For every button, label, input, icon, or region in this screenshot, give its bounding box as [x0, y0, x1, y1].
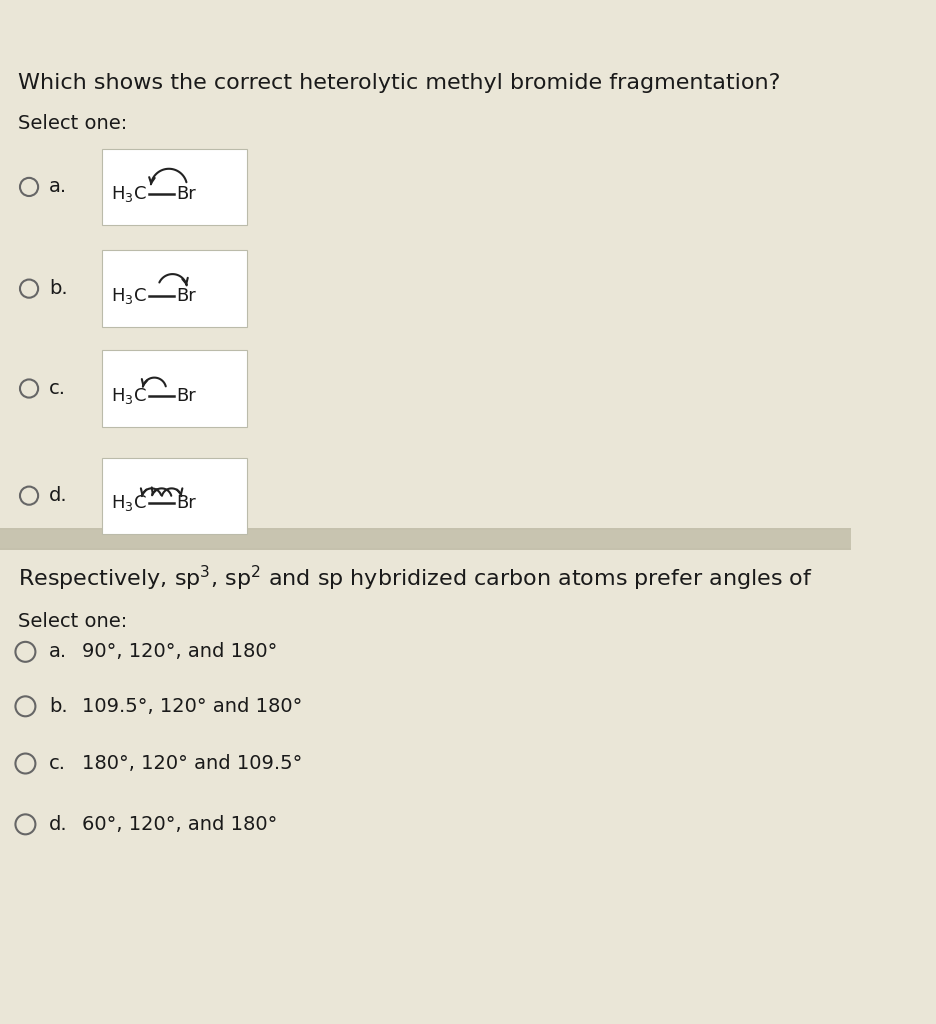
Text: 90°, 120°, and 180°: 90°, 120°, and 180°: [81, 642, 277, 662]
Text: a.: a.: [49, 642, 67, 662]
Text: H$_3$C: H$_3$C: [111, 184, 147, 204]
Text: d.: d.: [49, 486, 67, 505]
Text: Respectively, sp$^3$, sp$^2$ and sp hybridized carbon atoms prefer angles of: Respectively, sp$^3$, sp$^2$ and sp hybr…: [18, 564, 812, 593]
Text: 180°, 120° and 109.5°: 180°, 120° and 109.5°: [81, 754, 301, 773]
Text: a.: a.: [49, 177, 67, 197]
Bar: [102, 458, 247, 534]
Text: 109.5°, 120° and 180°: 109.5°, 120° and 180°: [81, 696, 301, 716]
Text: c.: c.: [49, 754, 66, 773]
Text: Br: Br: [176, 287, 196, 305]
Text: Which shows the correct heterolytic methyl bromide fragmentation?: Which shows the correct heterolytic meth…: [18, 74, 780, 93]
Text: 60°, 120°, and 180°: 60°, 120°, and 180°: [81, 815, 277, 834]
Text: c.: c.: [49, 379, 66, 398]
Text: b.: b.: [49, 280, 67, 298]
Text: Select one:: Select one:: [18, 612, 127, 631]
Bar: [0, 530, 850, 548]
Bar: [102, 350, 247, 427]
Bar: [0, 528, 850, 550]
Text: Select one:: Select one:: [18, 115, 127, 133]
Text: b.: b.: [49, 696, 67, 716]
Text: d.: d.: [49, 815, 67, 834]
Bar: [102, 148, 247, 225]
Text: H$_3$C: H$_3$C: [111, 286, 147, 306]
Text: Br: Br: [176, 494, 196, 512]
Text: Br: Br: [176, 185, 196, 203]
Text: Br: Br: [176, 387, 196, 404]
Bar: [102, 251, 247, 327]
Text: H$_3$C: H$_3$C: [111, 386, 147, 406]
Text: H$_3$C: H$_3$C: [111, 493, 147, 513]
